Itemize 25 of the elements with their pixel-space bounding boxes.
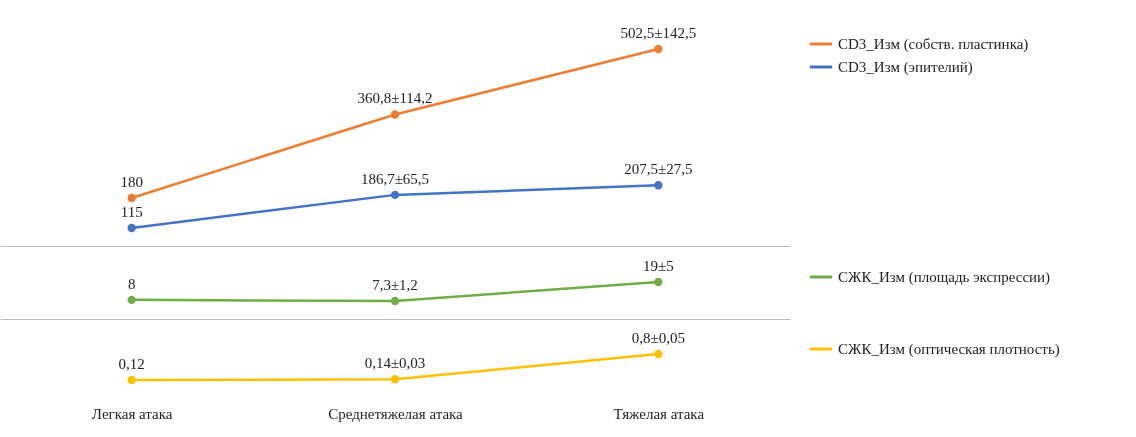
data-label: 186,7±65,5: [360, 170, 430, 187]
point: [127, 223, 136, 233]
point: [127, 193, 136, 203]
legend-label: СЖК_Изм (оптическая плотность): [838, 341, 1060, 358]
data-label: 207,5±27,5: [624, 161, 693, 178]
x-tick-label: Тяжелая атака: [613, 405, 705, 422]
data-label: 360,8±114,2: [357, 90, 433, 107]
data-label: 0,12: [118, 356, 145, 372]
data-label: 0,14±0,03: [364, 355, 426, 372]
data-label: 8: [127, 275, 136, 292]
data-label: 7,3±1,2: [372, 277, 418, 293]
x-tick-label: Легкая атака: [91, 405, 173, 422]
data-label: 115: [120, 204, 143, 220]
point: [654, 181, 663, 190]
legend-label: CD3_Изм (собств. пластинка): [838, 36, 1029, 53]
data-label: 502,5±142,5: [620, 25, 697, 41]
point: [390, 190, 400, 200]
data-label: 19±5: [642, 258, 674, 274]
x-tick-label: Среднетяжелая атака: [328, 405, 464, 422]
data-label: 0,8±0,05: [631, 330, 685, 346]
legend-label: СЖК_Изм (площадь экспрессии): [838, 269, 1051, 286]
point: [654, 44, 663, 54]
point: [390, 110, 400, 119]
data-label: 180: [120, 173, 143, 190]
legend-label: CD3_Изм (эпителий): [838, 59, 973, 76]
